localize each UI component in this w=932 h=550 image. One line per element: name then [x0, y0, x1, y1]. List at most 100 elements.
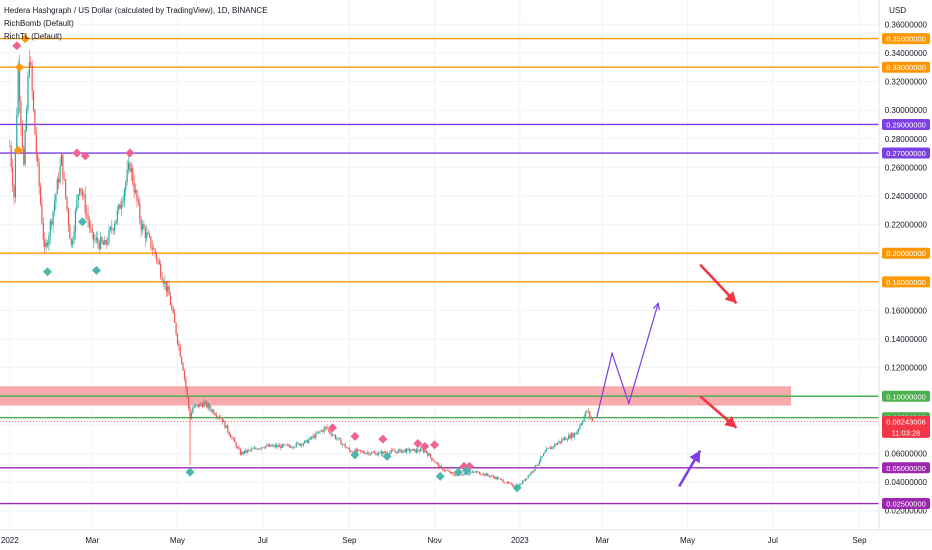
candle-body — [69, 225, 71, 239]
candle-body — [90, 227, 92, 229]
candle-body — [34, 110, 36, 134]
candle-body — [105, 239, 107, 244]
candle-body — [495, 476, 497, 479]
candle-body — [238, 447, 240, 450]
candle-body — [325, 426, 327, 428]
candle-body — [461, 474, 464, 476]
candle-body — [382, 451, 384, 455]
candle-body — [252, 448, 254, 450]
candle-body — [576, 431, 578, 435]
sell-signal-marker — [430, 440, 440, 450]
candle-body — [313, 435, 316, 438]
candle-body — [67, 209, 70, 226]
candle-body — [245, 450, 247, 453]
candle-body — [446, 470, 448, 471]
candle-body — [197, 404, 200, 407]
candle-body — [425, 450, 427, 453]
candle-body — [37, 154, 39, 163]
candle-body — [309, 437, 311, 440]
candle-body — [586, 410, 588, 412]
candle-body — [411, 449, 413, 451]
candle-body — [144, 228, 146, 239]
candle-body — [192, 407, 194, 413]
annotation-arrows — [678, 263, 738, 488]
sell-signal-marker — [350, 431, 360, 441]
candle-body — [372, 452, 374, 454]
candle-body — [368, 452, 370, 455]
candle-body — [432, 459, 434, 461]
up-arrow-head — [689, 450, 701, 464]
indicator-richbomb[interactable]: RichBomb (Default) — [4, 19, 74, 28]
candle-body — [350, 450, 352, 452]
candle-body — [44, 239, 46, 248]
price-tick-label: 0.30000000 — [885, 106, 928, 115]
candle-body — [262, 447, 264, 449]
candle-body — [548, 447, 550, 449]
candle-body — [73, 231, 75, 241]
signal-markers — [12, 34, 522, 493]
candle-body — [107, 242, 109, 244]
candle-body — [460, 473, 462, 475]
candle-body — [172, 309, 174, 314]
candle-body — [123, 189, 125, 201]
candle-body — [299, 443, 302, 446]
candle-body — [431, 456, 433, 460]
candle-body — [111, 227, 113, 230]
candle-body — [371, 452, 373, 454]
candle-body — [284, 444, 286, 446]
candle-body — [59, 165, 61, 183]
time-axis[interactable]: 2022 Mar May Jul Sep Nov 2023 Mar May Jul Sep — [1, 536, 867, 545]
candle-body — [239, 449, 241, 455]
candle-body — [143, 224, 145, 229]
candle-body — [227, 425, 229, 432]
candle-body — [249, 449, 251, 451]
candle-body — [583, 416, 585, 422]
candle-body — [46, 242, 49, 246]
candle-body — [280, 445, 282, 449]
candle-body — [589, 411, 591, 417]
candle-body — [545, 448, 548, 452]
candle-body — [334, 435, 336, 439]
candle-body — [341, 444, 343, 445]
candle-body — [264, 446, 267, 449]
candle-body — [392, 450, 394, 451]
candle-body — [541, 455, 543, 457]
candle-body — [269, 444, 271, 447]
projection-line — [596, 303, 659, 418]
candle-body — [257, 448, 260, 450]
candle-body — [565, 437, 567, 440]
price-tick-label: 0.16000000 — [885, 306, 928, 315]
candle-body — [81, 191, 84, 196]
indicator-richtl[interactable]: RichTL (Default) — [4, 32, 62, 41]
candle-body — [232, 437, 234, 439]
candle-body — [246, 450, 248, 453]
candle-body — [45, 242, 47, 248]
candle-body — [274, 445, 276, 447]
candle-body — [63, 179, 65, 180]
candle-body — [510, 483, 513, 485]
candle-body — [266, 444, 268, 447]
sell-signal-marker — [378, 434, 388, 444]
candle-body — [224, 420, 226, 428]
candle-body — [207, 404, 209, 408]
candle-body — [337, 437, 339, 439]
candle-body — [113, 224, 116, 231]
candle-body — [210, 408, 212, 412]
candle-body — [122, 200, 124, 205]
candle-body — [231, 437, 233, 439]
candle-body — [253, 447, 255, 449]
candle-body — [443, 470, 445, 471]
candle-body — [343, 444, 345, 445]
candle-body — [306, 439, 309, 443]
candle-body — [376, 454, 378, 456]
candle-body — [179, 345, 181, 357]
candle-body — [537, 463, 539, 466]
symbol-title[interactable]: Hedera Hashgraph / US Dollar (calculated… — [4, 6, 268, 15]
candle-body — [344, 444, 346, 448]
candle-body — [270, 444, 272, 447]
candle-body — [503, 482, 506, 484]
candle-body — [182, 363, 184, 371]
candle-body — [304, 440, 306, 444]
candle-body — [480, 474, 482, 475]
